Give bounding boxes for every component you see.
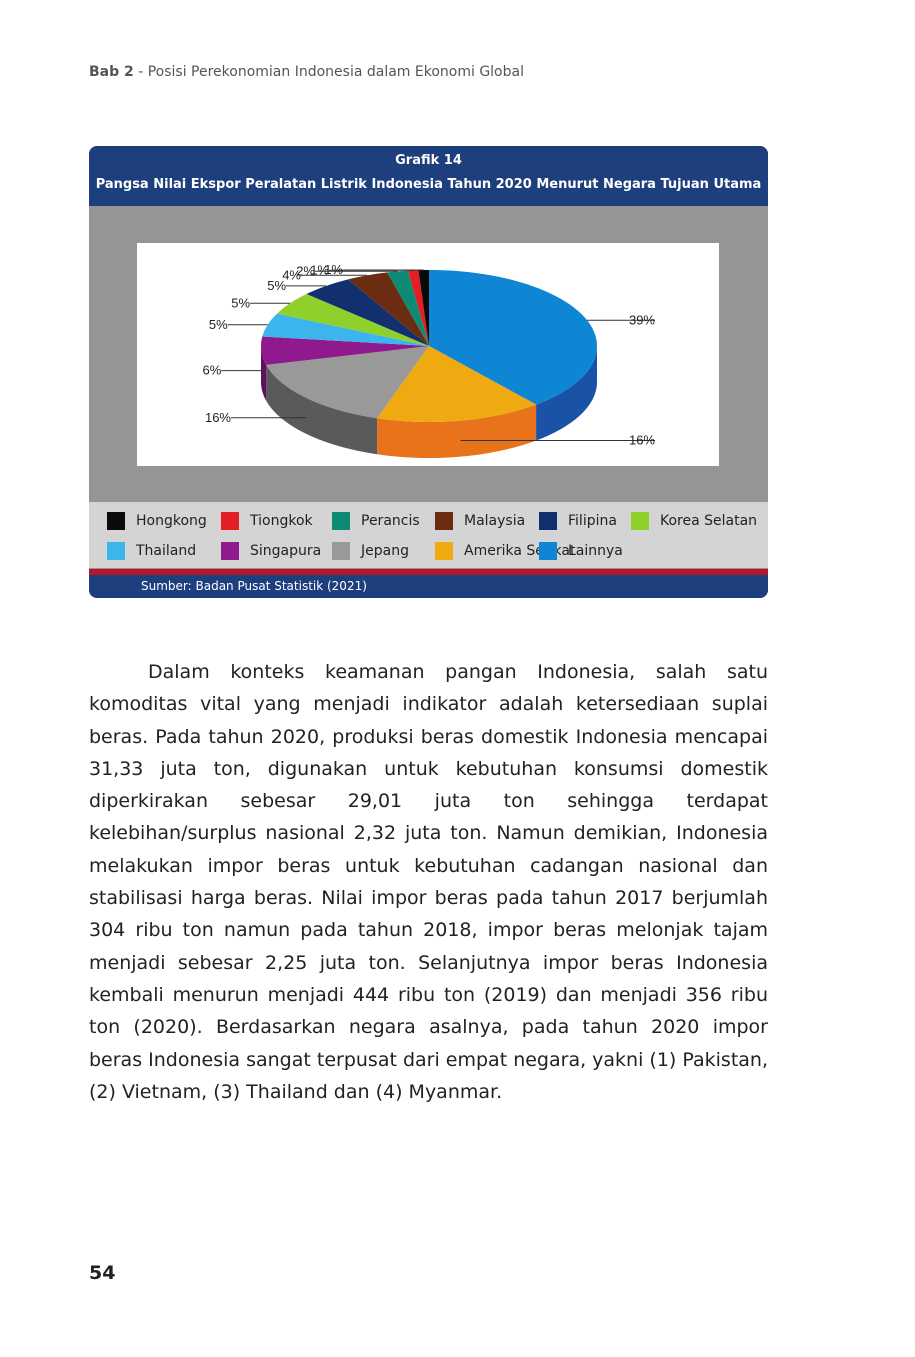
legend-label: Hongkong (136, 513, 207, 529)
pie-slice-hongkong (418, 270, 429, 346)
pie-slice-tiongkok (407, 270, 429, 346)
pie-side-lainnya (536, 346, 597, 441)
pie-slice-lainnya (429, 270, 597, 405)
figure-footer: Sumber: Badan Pusat Statistik (2021) (89, 575, 768, 598)
legend-swatch (107, 512, 125, 530)
legend-swatch (221, 512, 239, 530)
running-header: Bab 2 - Posisi Perekonomian Indonesia da… (89, 64, 524, 80)
legend-label: Amerika Serikat (464, 543, 576, 559)
data-label-hongkong: 1% (324, 262, 343, 277)
pie-slice-malaysia (348, 272, 429, 346)
pie-slice-jepang (266, 346, 429, 419)
chapter-label: Bab 2 (89, 64, 134, 80)
pie-slice-thailand (262, 313, 429, 346)
legend-label: Tiongkok (250, 513, 313, 529)
data-label-filipina: 5% (267, 278, 286, 293)
body-text: Dalam konteks keamanan pangan Indonesia,… (89, 656, 768, 1108)
legend-label: Lainnya (568, 543, 623, 559)
pie-side-jepang (266, 364, 378, 455)
legend-label: Filipina (568, 513, 617, 529)
legend-label: Jepang (361, 543, 409, 559)
legend-swatch (435, 512, 453, 530)
legend-label: Korea Selatan (660, 513, 758, 529)
pie-sides (261, 346, 597, 458)
pie-chart: 39%16%16%6%5%5%5%4%2%1%1% (203, 262, 656, 458)
data-label-singapura: 6% (203, 363, 222, 378)
figure-header: Grafik 14 Pangsa Nilai Ekspor Peralatan … (89, 146, 768, 206)
body-paragraph: Dalam konteks keamanan pangan Indonesia,… (89, 661, 768, 1103)
data-label-perancis: 2% (296, 263, 315, 278)
pie-slice-singapura (261, 336, 429, 365)
figure-divider (89, 569, 768, 575)
pie-labels: 39%16%16%6%5%5%5%4%2%1%1% (203, 262, 656, 447)
page-number: 54 (89, 1262, 116, 1284)
legend-swatch (332, 542, 350, 560)
legend-swatch (631, 512, 649, 530)
legend-label: Malaysia (464, 513, 526, 529)
legend-label: Thailand (136, 543, 197, 559)
pie-side-amerika-serikat (377, 404, 537, 458)
figure-source: Sumber: Badan Pusat Statistik (2021) (141, 579, 367, 593)
pie-slice-perancis (387, 270, 429, 346)
chart-legend: Hongkong Tiongkok Perancis Malaysia Filipina… (89, 502, 768, 568)
data-label-jepang: 16% (205, 410, 231, 425)
figure-title: Pangsa Nilai Ekspor Peralatan Listrik In… (95, 177, 762, 192)
legend-swatch (435, 542, 453, 560)
legend-swatch (221, 542, 239, 560)
data-label-lainnya: 39% (629, 312, 655, 327)
pie-slice-filipina (306, 279, 429, 346)
data-label-amerika-serikat: 16% (629, 432, 655, 447)
data-label-thailand: 5% (209, 317, 228, 332)
pie-side-singapura (261, 346, 267, 401)
header-separator: - (133, 64, 148, 80)
chapter-title: Posisi Perekonomian Indonesia dalam Ekon… (147, 64, 524, 80)
legend-swatch (539, 512, 557, 530)
pie-top (261, 270, 597, 422)
legend-label: Perancis (361, 513, 420, 529)
legend-swatch (107, 542, 125, 560)
pie-slice-korea-selatan (276, 293, 429, 346)
figure-panel: Grafik 14 Pangsa Nilai Ekspor Peralatan … (89, 146, 768, 598)
data-label-tiongkok: 1% (310, 262, 329, 277)
figure-number: Grafik 14 (395, 153, 462, 168)
legend-swatch (332, 512, 350, 530)
pie-slice-amerika-serikat (377, 346, 537, 422)
legend-swatch (539, 542, 557, 560)
data-label-malaysia: 4% (282, 267, 301, 282)
data-label-korea-selatan: 5% (231, 295, 250, 310)
legend-label: Singapura (250, 543, 322, 559)
